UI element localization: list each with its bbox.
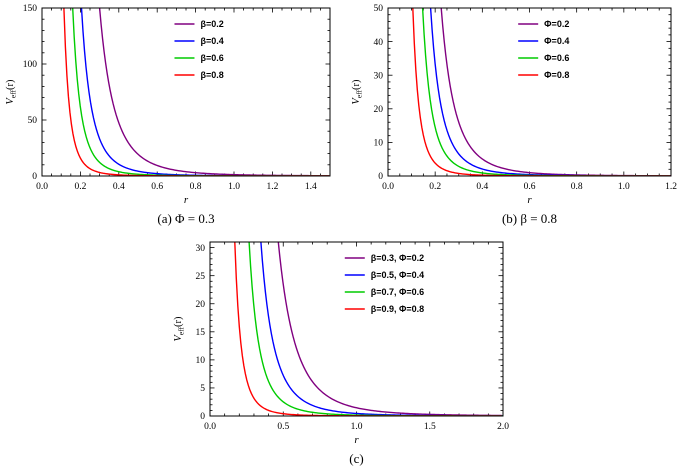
svg-text:r: r	[184, 194, 189, 206]
svg-text:0.2: 0.2	[429, 182, 441, 192]
svg-text:Φ=0.6: Φ=0.6	[544, 53, 569, 63]
svg-text:1.5: 1.5	[424, 422, 436, 432]
svg-text:10: 10	[196, 356, 206, 366]
svg-text:r: r	[354, 434, 359, 446]
svg-text:0.4: 0.4	[476, 182, 488, 192]
svg-text:β=0.4: β=0.4	[200, 36, 223, 46]
svg-text:β=0.6: β=0.6	[200, 53, 223, 63]
svg-text:β=0.2: β=0.2	[200, 19, 223, 29]
svg-text:Veff(r): Veff(r)	[5, 79, 18, 105]
svg-text:1.0: 1.0	[228, 182, 240, 192]
svg-text:β=0.8: β=0.8	[200, 70, 223, 80]
caption-c: (c)	[349, 451, 364, 466]
svg-text:30: 30	[196, 244, 206, 254]
svg-text:30: 30	[374, 71, 384, 81]
svg-text:0.5: 0.5	[277, 422, 289, 432]
svg-text:0.8: 0.8	[571, 182, 583, 192]
svg-text:Veff(r): Veff(r)	[173, 316, 186, 342]
svg-text:20: 20	[196, 300, 206, 310]
svg-text:Φ=0.4: Φ=0.4	[544, 36, 569, 46]
svg-text:0.8: 0.8	[190, 182, 202, 192]
caption-a: (a) Φ = 0.3	[157, 211, 215, 226]
svg-text:0.0: 0.0	[36, 182, 48, 192]
svg-text:5: 5	[200, 384, 205, 394]
svg-text:Φ=0.2: Φ=0.2	[544, 19, 569, 29]
svg-text:10: 10	[374, 139, 384, 149]
svg-text:0.6: 0.6	[151, 182, 163, 192]
figure-a: 0.0 0.2 0.4 0.6 0.8 1.0 1.2 1.4 0 50 100 150 β=0.2 β=…	[2, 2, 342, 227]
svg-text:1.0: 1.0	[351, 422, 363, 432]
svg-text:150: 150	[23, 4, 38, 14]
svg-text:0.6: 0.6	[524, 182, 536, 192]
svg-text:1.2: 1.2	[266, 182, 278, 192]
svg-text:20: 20	[374, 105, 384, 115]
svg-text:β=0.5, Φ=0.4: β=0.5, Φ=0.4	[371, 270, 424, 280]
svg-text:100: 100	[23, 60, 38, 70]
svg-text:40: 40	[374, 38, 384, 48]
svg-text:Φ=0.8: Φ=0.8	[544, 70, 569, 80]
svg-text:0.0: 0.0	[204, 422, 216, 432]
svg-text:r: r	[527, 194, 532, 206]
figure-b: 0.0 0.2 0.4 0.6 0.8 1.0 1.2 0 10 20 30 40 50 Φ=0.2 Φ=0…	[348, 2, 683, 227]
svg-text:β=0.3, Φ=0.2: β=0.3, Φ=0.2	[371, 253, 424, 263]
plot-c-effective-potential: 0.0 0.5 1.0 1.5 2.0 0 5 10 15 20 25 30 β=0.3, Φ=0.2 β…	[173, 241, 509, 446]
svg-text:0.4: 0.4	[113, 182, 125, 192]
svg-text:0.0: 0.0	[382, 182, 394, 192]
svg-text:1.2: 1.2	[665, 182, 677, 192]
svg-text:50: 50	[374, 4, 384, 14]
svg-text:0.2: 0.2	[74, 182, 86, 192]
plot-a-effective-potential: 0.0 0.2 0.4 0.6 0.8 1.0 1.2 1.4 0 50 100 150 β=0.2 β=…	[5, 4, 331, 206]
svg-text:1.0: 1.0	[618, 182, 630, 192]
svg-text:0: 0	[200, 412, 205, 422]
svg-text:1.4: 1.4	[305, 182, 317, 192]
svg-text:0: 0	[378, 172, 383, 182]
plot-b-effective-potential: 0.0 0.2 0.4 0.6 0.8 1.0 1.2 0 10 20 30 40 50 Φ=0.2 Φ=0…	[351, 4, 677, 206]
svg-text:β=0.7, Φ=0.6: β=0.7, Φ=0.6	[371, 287, 424, 297]
caption-b: (b) β = 0.8	[501, 211, 558, 226]
svg-text:Veff(r): Veff(r)	[351, 79, 364, 105]
svg-text:2.0: 2.0	[497, 422, 509, 432]
svg-text:50: 50	[28, 116, 38, 126]
svg-text:25: 25	[196, 272, 206, 282]
svg-text:15: 15	[196, 328, 206, 338]
figure-c: 0.0 0.5 1.0 1.5 2.0 0 5 10 15 20 25 30 β=0.3, Φ=0.2 β…	[170, 236, 515, 467]
svg-text:β=0.9, Φ=0.8: β=0.9, Φ=0.8	[371, 304, 424, 314]
svg-text:0: 0	[32, 172, 37, 182]
